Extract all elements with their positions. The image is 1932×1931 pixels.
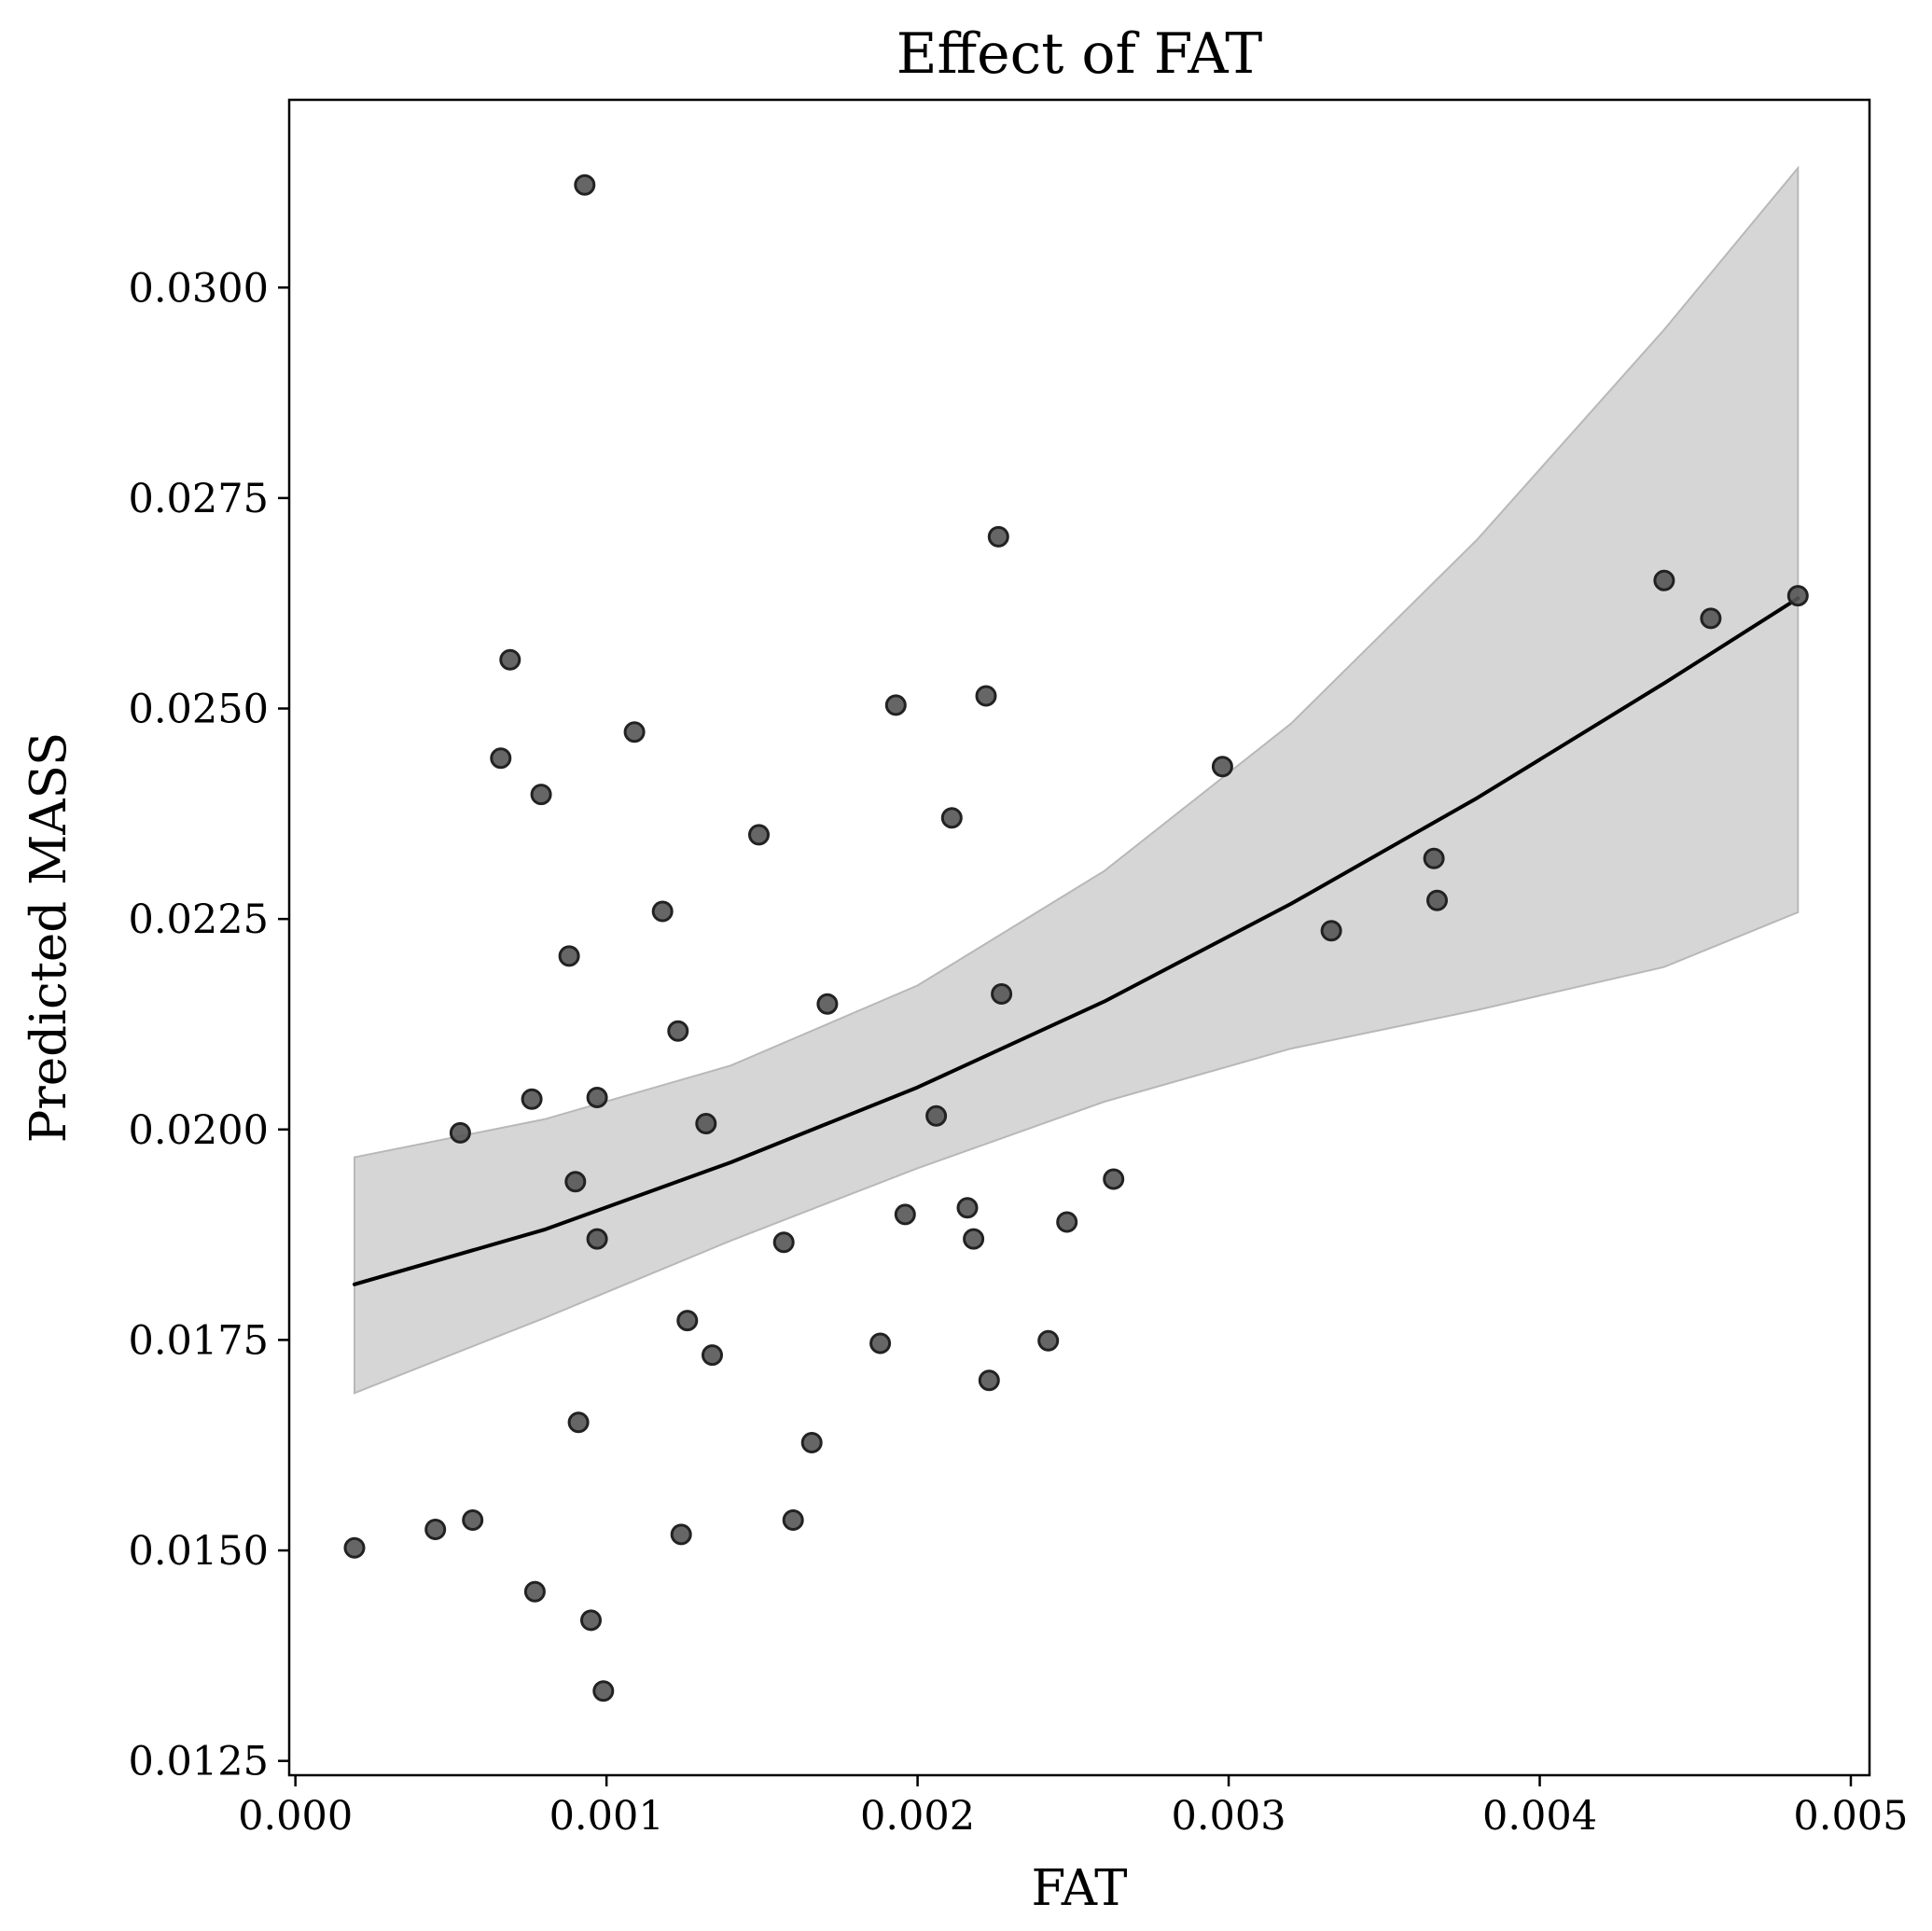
data-point [1056, 1211, 1078, 1233]
data-point [940, 807, 963, 829]
chart-title: Effect of FAT [897, 21, 1263, 87]
x-tick-label: 0.001 [549, 1793, 664, 1840]
plot-frame [287, 98, 1871, 1777]
y-tick-label: 0.0125 [129, 1739, 269, 1785]
data-point [772, 1231, 795, 1254]
data-point [424, 1519, 447, 1540]
fit-line [353, 596, 1800, 1286]
scatter-points-layer [343, 174, 1809, 1702]
data-point [564, 1171, 587, 1193]
data-point [1103, 1168, 1125, 1190]
data-point [748, 824, 770, 846]
data-point [449, 1121, 471, 1144]
data-point [670, 1523, 692, 1546]
data-point [702, 1344, 723, 1367]
data-point [1653, 569, 1675, 591]
data-point [574, 174, 596, 196]
y-tick-label: 0.0300 [129, 265, 269, 312]
data-point [1426, 889, 1448, 911]
confidence-band [354, 165, 1800, 1395]
data-point [800, 1432, 823, 1453]
y-tick-label: 0.0225 [129, 896, 269, 943]
x-tick-label: 0.005 [1793, 1793, 1908, 1840]
y-tick-label: 0.0250 [129, 687, 269, 733]
data-point [963, 1228, 985, 1250]
data-point [925, 1104, 948, 1127]
data-point [816, 993, 839, 1015]
data-point [975, 685, 997, 707]
data-point [1320, 920, 1342, 942]
data-point [1211, 756, 1233, 778]
data-point [530, 784, 552, 806]
y-tick-label: 0.0275 [129, 476, 269, 522]
x-axis-label: FAT [1032, 1860, 1128, 1917]
data-point [580, 1609, 602, 1632]
x-tick-label: 0.003 [1172, 1793, 1286, 1840]
x-axis: 0.000 0.001 0.002 0.003 0.004 0.005 [238, 1775, 1909, 1840]
data-point [343, 1536, 366, 1559]
data-point [1700, 607, 1722, 630]
data-point [1037, 1329, 1060, 1352]
data-point [592, 1680, 615, 1702]
data-point [667, 1020, 689, 1042]
data-point [894, 1203, 916, 1226]
data-point [956, 1197, 979, 1219]
x-tick-label: 0.004 [1482, 1793, 1597, 1840]
data-point [586, 1087, 608, 1108]
data-point [1423, 847, 1445, 869]
y-axis: 0.0125 0.0150 0.0175 0.0200 0.0225 0.0250 0.02… [129, 265, 289, 1785]
data-point [987, 525, 1009, 548]
y-tick-label: 0.0200 [129, 1107, 269, 1154]
data-point [567, 1411, 590, 1434]
data-point [586, 1228, 608, 1250]
data-point [623, 721, 646, 743]
data-point [884, 694, 907, 716]
data-point [676, 1310, 699, 1332]
data-point [978, 1369, 1000, 1392]
data-point [695, 1113, 717, 1134]
data-point [651, 900, 674, 923]
x-tick-label: 0.000 [238, 1793, 353, 1840]
data-point [521, 1088, 543, 1110]
data-point [490, 747, 512, 770]
data-point [462, 1509, 484, 1531]
confidence-band-layer [354, 165, 1800, 1395]
x-tick-label: 0.002 [860, 1793, 975, 1840]
fit-line-layer [353, 596, 1800, 1286]
data-point [782, 1509, 804, 1531]
data-point [558, 945, 580, 967]
y-axis-label: Predicted MASS [21, 732, 77, 1144]
data-point [1786, 585, 1809, 607]
data-point [499, 648, 521, 671]
data-point [991, 983, 1013, 1005]
y-tick-label: 0.0175 [129, 1317, 269, 1364]
y-tick-label: 0.0150 [129, 1528, 269, 1575]
data-point [869, 1332, 892, 1354]
data-point [523, 1580, 546, 1603]
